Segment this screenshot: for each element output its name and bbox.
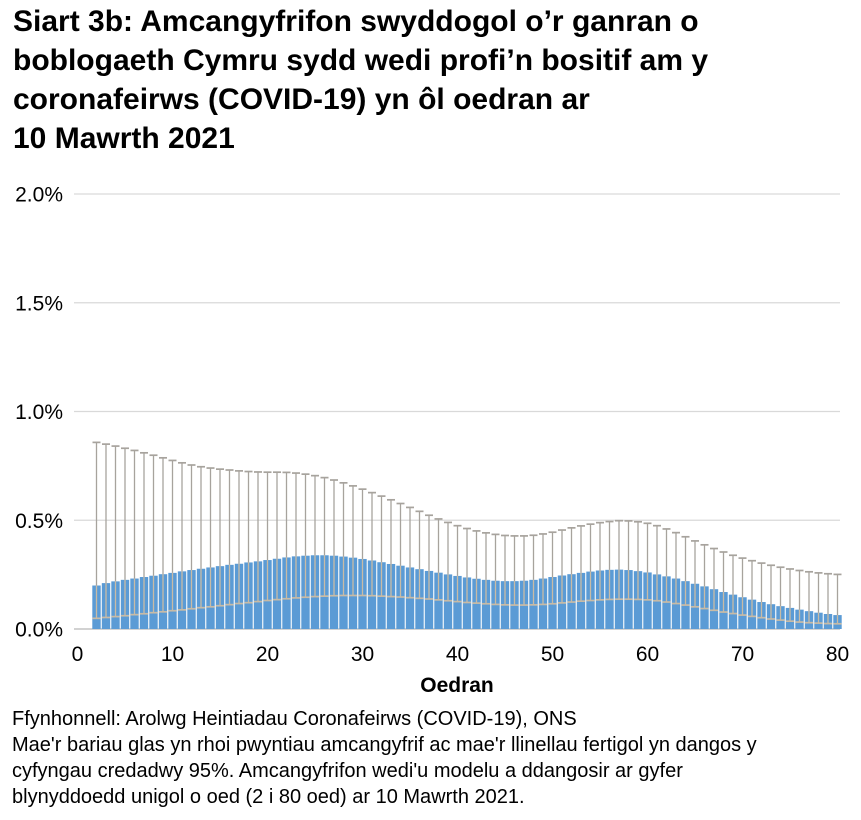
- x-tick-label: 60: [636, 643, 659, 666]
- bar-age-40: [453, 575, 462, 629]
- y-tick-label: 1.5%: [15, 292, 63, 315]
- footer-note-line-2: cyfyngau credadwy 95%. Amcangyfrifon wed…: [12, 760, 683, 782]
- bar-age-37: [424, 570, 434, 629]
- bar-age-60: [643, 572, 652, 629]
- y-tick-label: 2.0%: [15, 184, 63, 207]
- x-tick-label: 20: [256, 643, 279, 666]
- x-axis-title: Oedran: [420, 674, 494, 697]
- chart-title: Siart 3b: Amcangyfrifon swyddogol o’r ga…: [13, 2, 858, 158]
- y-tick-label: 0.0%: [15, 619, 63, 642]
- title-line-1: Siart 3b: Amcangyfrifon swyddogol o’r ga…: [13, 5, 699, 38]
- x-tick-label: 0: [72, 643, 84, 666]
- y-tick-label: 0.5%: [15, 510, 63, 533]
- title-line-2: boblogaeth Cymru sydd wedi profi’n bosit…: [13, 44, 709, 77]
- x-tick-label: 30: [351, 643, 374, 666]
- title-line-4: 10 Mawrth 2021: [13, 122, 235, 155]
- title-line-3: coronafeirws (COVID-19) yn ôl oedran ar: [13, 83, 590, 116]
- x-tick-label: 10: [161, 643, 184, 666]
- footer-note-line-3: blynyddoedd unigol o oed (2 i 80 oed) ar…: [12, 786, 525, 808]
- x-tick-label: 50: [541, 643, 564, 666]
- x-tick-label: 70: [731, 643, 754, 666]
- footer-source: Ffynhonnell: Arolwg Heintiadau Coronafei…: [12, 708, 577, 730]
- bar-age-39: [443, 574, 453, 629]
- y-tick-label: 1.0%: [15, 401, 63, 424]
- x-tick-label: 80: [826, 643, 849, 666]
- x-tick-label: 40: [446, 643, 469, 666]
- bar-age-38: [434, 572, 443, 629]
- footer: Ffynhonnell: Arolwg Heintiadau Coronafei…: [12, 706, 852, 810]
- bar-age-61: [652, 574, 662, 629]
- footer-note-line-1: Mae'r bariau glas yn rhoi pwyntiau amcan…: [12, 734, 757, 756]
